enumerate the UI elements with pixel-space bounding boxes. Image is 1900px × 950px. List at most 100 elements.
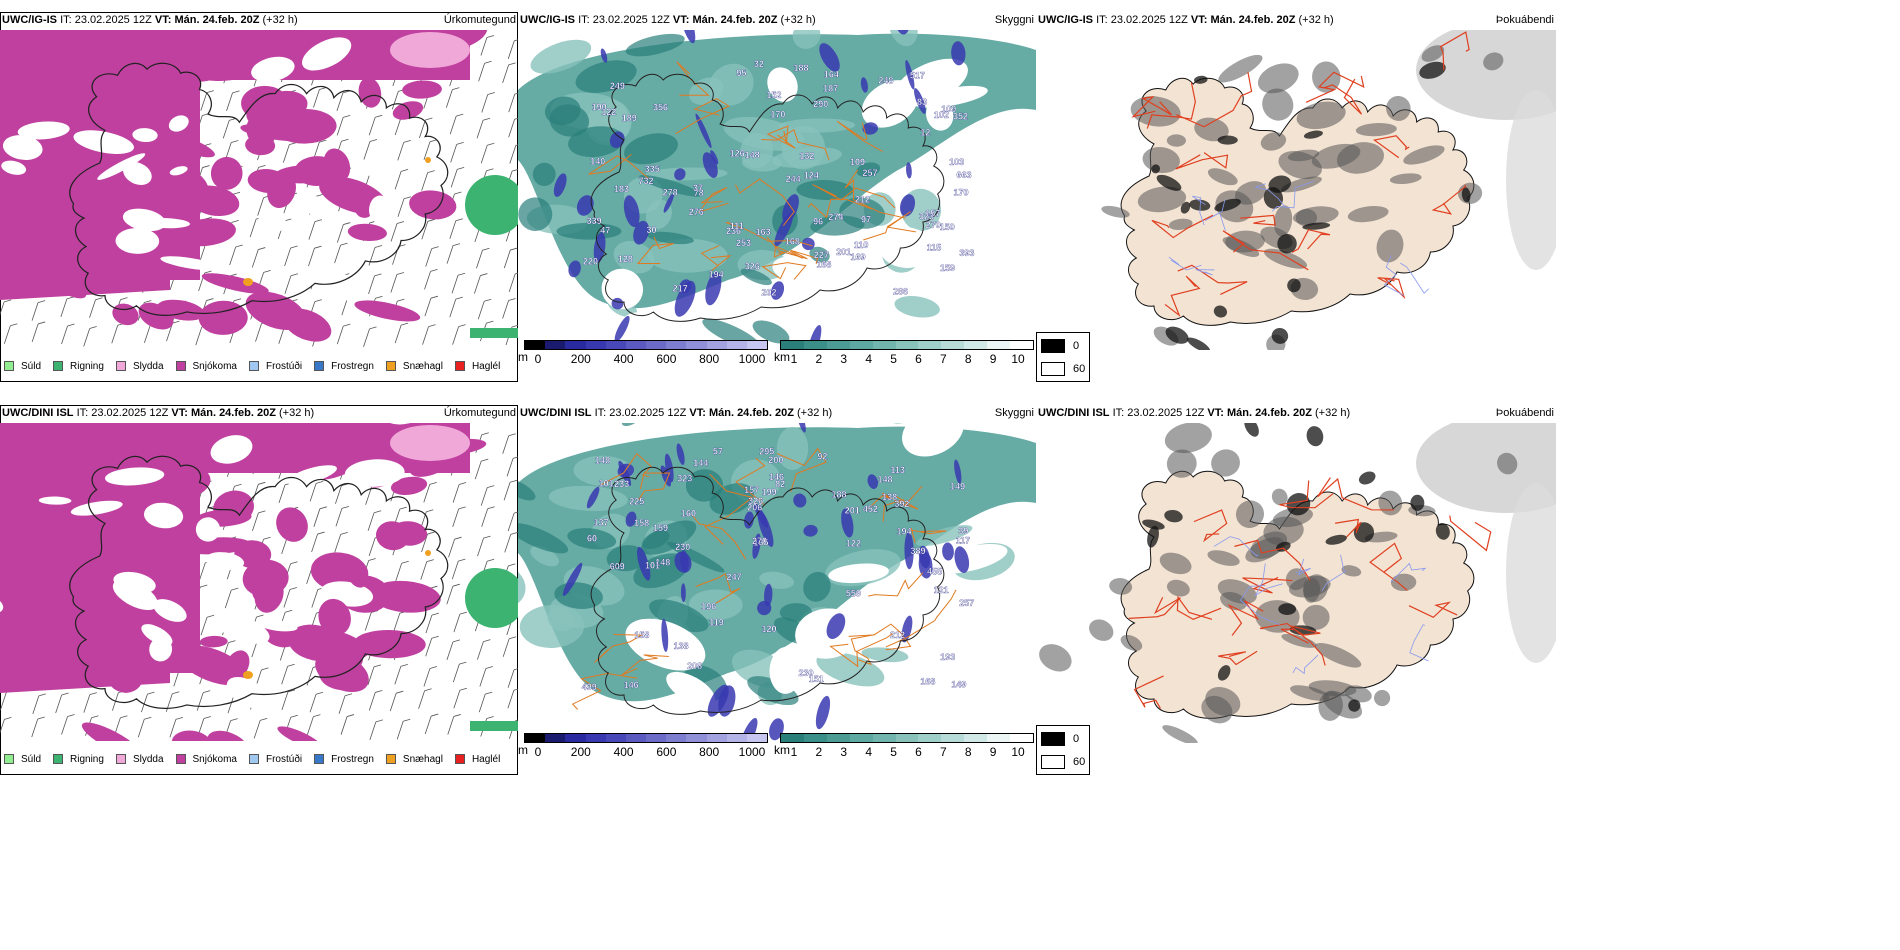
- legend-item: Snæhagl: [385, 361, 443, 372]
- lead-time: (+32 h): [279, 407, 315, 419]
- legend-label: Súld: [21, 360, 42, 372]
- cloud-base-label: 101: [645, 560, 660, 570]
- legend-label: Frostúði: [265, 360, 303, 372]
- cloud-base-label: 96: [813, 217, 823, 227]
- cloud-base-label: 132: [799, 151, 814, 161]
- cloud-base-label: 60: [587, 534, 597, 544]
- cloud-base-label: 163: [756, 227, 771, 237]
- colorbar-ticks: 0 200 400 600 800 1000: [524, 743, 768, 759]
- visibility-colorbar: km 1 2 3 4 5 6 7 8 9 10: [774, 733, 1034, 765]
- panel-header: UWC/IG-IS IT: 23.02.2025 12Z VT: Mán. 24…: [0, 12, 518, 28]
- panel-header: UWC/IG-IS IT: 23.02.2025 12Z VT: Mán. 24…: [518, 12, 1036, 28]
- panel-header: UWC/DINI ISL IT: 23.02.2025 12Z VT: Mán.…: [1036, 405, 1556, 421]
- cloud-base-label: 126: [730, 149, 745, 159]
- colorbar-ticks: 1 2 3 4 5 6 7 8 9 10: [780, 350, 1034, 366]
- init-time-label: IT:: [1096, 14, 1108, 26]
- init-time-label: IT:: [60, 14, 72, 26]
- valid-time-label: VT:: [1190, 14, 1208, 26]
- valid-time-label: VT:: [672, 14, 690, 26]
- valid-time-label: VT:: [154, 14, 172, 26]
- cloud-base-label: 160: [681, 508, 696, 518]
- legend-swatch: [385, 754, 396, 764]
- legend-swatch: [115, 754, 126, 764]
- legend-swatch: [454, 754, 465, 764]
- cloud-base-label: 117: [956, 535, 971, 545]
- colorbar-tick: 800: [699, 745, 720, 759]
- lead-time: (+32 h): [780, 14, 816, 26]
- cloud-base-label: 30: [647, 225, 657, 235]
- coastline: [69, 62, 449, 316]
- legend-item: Haglél: [454, 361, 500, 372]
- legend-item: Slydda: [115, 753, 164, 765]
- cloud-base-label: 102: [934, 110, 949, 120]
- cloud-base-label: 122: [601, 107, 616, 117]
- colorbar-tick: 7: [939, 352, 947, 366]
- cloud-base-label: 194: [896, 526, 911, 536]
- cloud-base-label: 295: [759, 447, 774, 457]
- colorbar-tick: 400: [613, 745, 634, 759]
- fog-legend-swatch: [1041, 362, 1065, 376]
- colorbar-unit: m: [518, 743, 528, 757]
- colorbar-tick: 4: [865, 745, 872, 759]
- legend-label: Frostregn: [331, 360, 374, 372]
- cloud-base-label: 110: [854, 240, 869, 250]
- legend-item: Snjókoma: [175, 754, 237, 765]
- legend-swatch: [175, 754, 186, 764]
- cloud-base-label: 137: [593, 517, 608, 527]
- legend-label: Snæhagl: [402, 753, 443, 765]
- init-time-label: IT:: [76, 407, 89, 419]
- cloud-base-label: 119: [709, 617, 724, 627]
- cloud-base-label: 97: [861, 215, 871, 225]
- legend-label: Frostregn: [331, 753, 374, 765]
- legend-item: Frostregn: [314, 361, 374, 372]
- cloud-base-label: 78: [694, 188, 704, 198]
- cloud-base-label: 323: [919, 212, 934, 222]
- legend-swatch: [454, 361, 465, 371]
- model-name: UWC/DINI ISL: [520, 407, 592, 419]
- cloud-base-label: 217: [673, 283, 688, 293]
- cloud-base-label: 82: [775, 479, 785, 489]
- cloud-base-label: 113: [890, 465, 905, 475]
- cloud-base-label: 274: [828, 212, 843, 222]
- visibility-map: 356 201 122 163 183 274 170 236 157 164 323 732 278 1…: [518, 30, 1036, 350]
- panel-title: Úrkomutegund: [443, 14, 516, 26]
- cloud-base-label: 101: [598, 479, 613, 489]
- model-name: UWC/DINI ISL: [1038, 407, 1110, 419]
- cloud-base-label: 95: [736, 68, 746, 78]
- colorbar-tick: 200: [570, 352, 591, 366]
- fog-map: [1101, 30, 1556, 350]
- cloud-base-label: 352: [953, 112, 968, 122]
- cloud-base-colorbar: m 0 200 400 600 800 1000: [518, 340, 768, 372]
- legend-swatch: [248, 754, 259, 764]
- cloud-base-label: 201: [845, 506, 860, 516]
- colorbar-tick: 400: [613, 352, 634, 366]
- valid-time-label: VT:: [1207, 407, 1224, 419]
- init-time-label: IT:: [1112, 407, 1125, 419]
- panel-header: UWC/IG-IS IT: 23.02.2025 12Z VT: Mán. 24…: [1036, 12, 1556, 28]
- cloud-base-label: 47: [600, 225, 610, 235]
- cloud-base-label: 164: [824, 69, 839, 79]
- legend-item: Súld: [4, 754, 41, 765]
- fog-legend: 0 60: [1036, 725, 1090, 775]
- model-name: UWC/IG-IS: [520, 14, 575, 26]
- cloud-base-label: 236: [726, 226, 741, 236]
- legend-label: Slydda: [132, 753, 164, 765]
- cloud-base-label: 168: [785, 236, 800, 246]
- precip-legend: Súld Rigning Slydda Snjókoma Frostúði Frostre…: [4, 356, 512, 376]
- colorbar-cells: [780, 340, 1034, 350]
- colorbar-tick: 3: [840, 745, 848, 759]
- cloud-base-label: 199: [762, 487, 777, 497]
- field-blobs: [518, 33, 886, 350]
- legend-item: Slydda: [115, 361, 164, 372]
- panel-header: UWC/DINI ISL IT: 23.02.2025 12Z VT: Mán.…: [518, 405, 1036, 421]
- colorbar-tick: 1000: [738, 745, 766, 759]
- valid-time-value: Mán. 24.feb. 20Z: [692, 14, 778, 26]
- cloud-base-label: 326: [745, 262, 760, 272]
- fog-legend-label: 0: [1073, 340, 1080, 352]
- colorbar-tick: 2: [815, 352, 823, 366]
- cloud-base-label: 115: [927, 243, 942, 253]
- legend-swatch: [4, 361, 14, 371]
- cloud-base-label: 389: [911, 546, 926, 556]
- fog-legend-item: 60: [1037, 752, 1089, 772]
- precip-type-panel: UWC/DINI ISL IT: 23.02.2025 12Z VT: Mán.…: [0, 405, 518, 775]
